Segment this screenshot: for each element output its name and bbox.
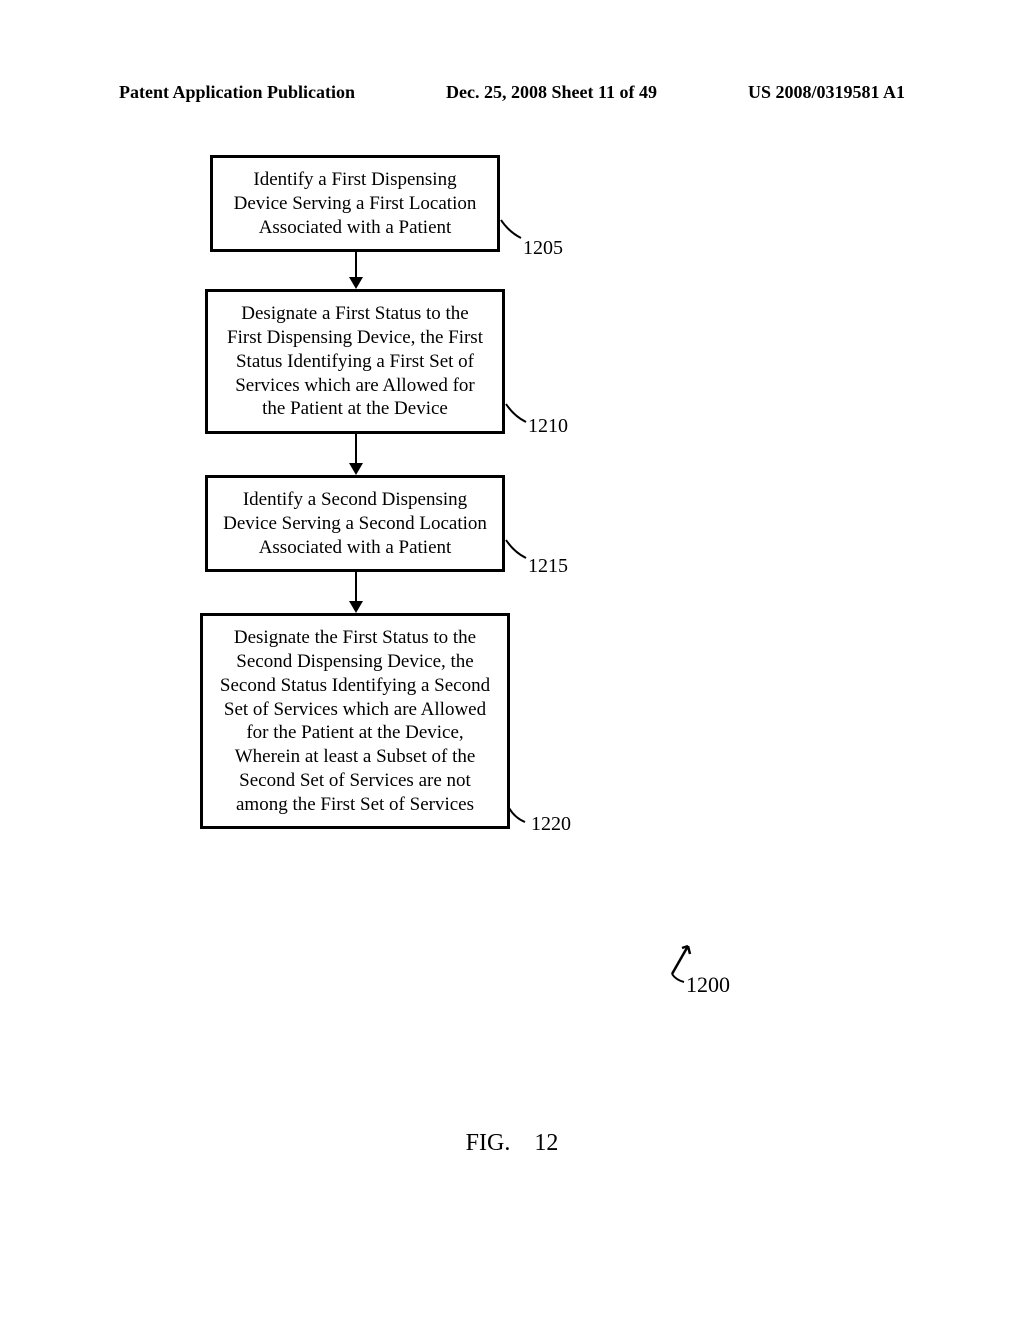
flow-arrow-3	[355, 571, 357, 611]
flow-node-4-text: Designate the First Status to the Second…	[220, 627, 490, 814]
flow-node-2-text: Designate a First Status to the First Di…	[227, 303, 483, 419]
figure-caption-number: 12	[534, 1130, 558, 1156]
header-left: Patent Application Publication	[119, 82, 355, 103]
flow-node-4: Designate the First Status to the Second…	[200, 613, 510, 829]
flow-node-3: Identify a Second Dispensing Device Serv…	[205, 475, 505, 572]
figure-caption: FIG. 12	[0, 1130, 1024, 1157]
ref-tick-1	[499, 218, 523, 242]
page-header: Patent Application Publication Dec. 25, …	[0, 82, 1024, 103]
figure-ref-number: 1200	[686, 972, 730, 998]
ref-tick-2	[504, 402, 528, 426]
header-center: Dec. 25, 2008 Sheet 11 of 49	[446, 82, 657, 103]
ref-label-1210: 1210	[528, 414, 568, 439]
ref-tick-4	[507, 806, 531, 830]
ref-label-1205: 1205	[523, 236, 563, 261]
figure-ref-1200: 1200	[630, 940, 750, 1020]
ref-label-1215: 1215	[528, 554, 568, 579]
flow-node-1-text: Identify a First Dispensing Device Servi…	[234, 169, 477, 238]
flow-node-3-text: Identify a Second Dispensing Device Serv…	[223, 489, 487, 558]
flow-arrow-1	[355, 251, 357, 287]
ref-tick-3	[504, 538, 528, 562]
ref-label-1220: 1220	[531, 812, 571, 837]
flow-arrow-2	[355, 433, 357, 473]
flowchart-diagram: Identify a First Dispensing Device Servi…	[180, 155, 620, 829]
header-right: US 2008/0319581 A1	[748, 82, 905, 103]
figure-caption-prefix: FIG.	[466, 1130, 511, 1156]
flow-node-2: Designate a First Status to the First Di…	[205, 289, 505, 434]
flow-node-1: Identify a First Dispensing Device Servi…	[210, 155, 500, 252]
